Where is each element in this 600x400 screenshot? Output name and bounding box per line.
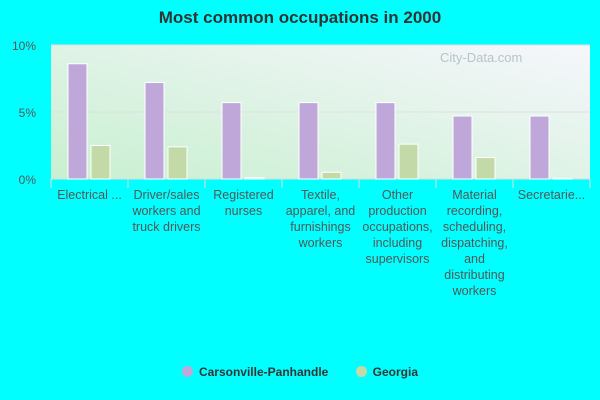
chart-title: Most common occupations in 2000 [158, 8, 442, 27]
legend-label: Carsonville-Panhandle [198, 365, 329, 379]
legend-item-carsonville: Carsonville-Panhandle [181, 365, 329, 379]
bar-carsonville [529, 115, 550, 180]
bar-georgia [398, 143, 419, 180]
bar-carsonville [67, 63, 88, 180]
legend-item-georgia: Georgia [355, 365, 419, 379]
legend-swatch [181, 366, 193, 377]
y-tick-label: 0% [19, 173, 37, 187]
legend-swatch [355, 366, 367, 377]
x-tick-label: Material recording, scheduling, dispatch… [441, 188, 508, 298]
x-tick-label: Secretarie... [517, 188, 586, 202]
bar-georgia [321, 171, 342, 180]
bar-georgia [90, 145, 111, 180]
bar-carsonville [144, 82, 165, 180]
y-tick-label: 10% [12, 39, 36, 53]
bar-georgia [475, 157, 496, 180]
bar-carsonville [375, 102, 396, 180]
x-tick-label: Textile, apparel, and furnishings worker… [285, 188, 356, 250]
bar-carsonville [452, 115, 473, 180]
watermark: City-Data.com [440, 50, 523, 65]
bar-carsonville [298, 102, 319, 180]
bar-carsonville [221, 102, 242, 180]
x-tick-label: Driver/sales workers and truck drivers [132, 188, 201, 234]
x-tick-label: Other production occupations, including … [362, 188, 433, 266]
bar-georgia [552, 177, 573, 180]
x-tick-label: Registered nurses [213, 188, 274, 218]
y-tick-label: 5% [19, 106, 37, 120]
bar-georgia [167, 146, 188, 180]
legend: Carsonville-Panhandle Georgia [0, 365, 600, 379]
x-tick-label: Electrical ... [57, 188, 122, 202]
bar-georgia [244, 177, 265, 180]
legend-label: Georgia [372, 365, 419, 379]
